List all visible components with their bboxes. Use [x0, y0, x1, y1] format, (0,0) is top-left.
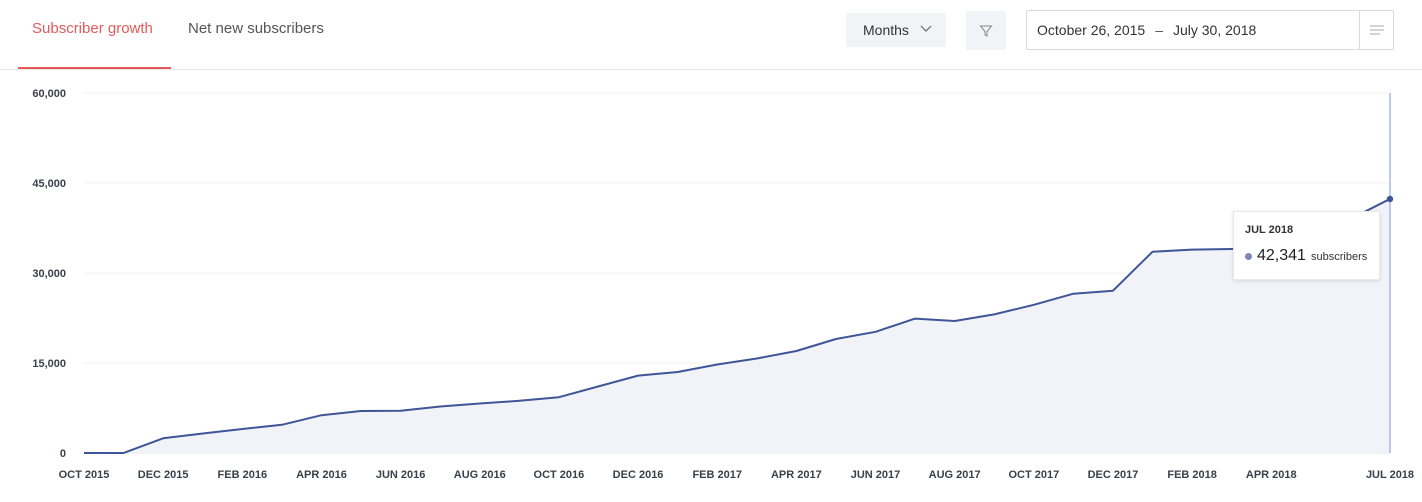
- highlighted-data-point[interactable]: [1386, 195, 1394, 203]
- x-tick-label: APR 2017: [771, 469, 822, 481]
- period-dropdown[interactable]: Months: [846, 13, 946, 47]
- period-dropdown-label: Months: [863, 22, 909, 38]
- subscriber-area-fill: [84, 198, 1390, 453]
- filter-icon: [979, 25, 993, 37]
- date-range-start[interactable]: October 26, 2015: [1037, 22, 1146, 38]
- x-tick-label: DEC 2017: [1088, 469, 1139, 481]
- subscriber-series-line: [84, 198, 1391, 454]
- x-tick-label: DEC 2016: [613, 469, 664, 481]
- x-tick-label: AUG 2016: [454, 469, 506, 481]
- y-tick-label: 30,000: [32, 268, 66, 280]
- tooltip-unit: subscribers: [1311, 251, 1368, 263]
- active-tab-underline: [18, 67, 171, 69]
- x-tick-label: APR 2018: [1246, 469, 1297, 481]
- chart-tooltip: JUL 2018 42,341 subscribers: [1233, 211, 1380, 280]
- x-tick-label: FEB 2016: [218, 469, 268, 481]
- top-bar: Subscriber growth Net new subscribers Mo…: [0, 0, 1422, 70]
- y-tick-label: 45,000: [32, 178, 66, 190]
- x-tick-label: AUG 2017: [929, 469, 981, 481]
- x-tick-label: OCT 2017: [1008, 469, 1059, 481]
- x-tick-label: FEB 2017: [692, 469, 742, 481]
- tooltip-title: JUL 2018: [1245, 224, 1294, 236]
- menu-lines-icon: [1369, 25, 1384, 35]
- filter-button[interactable]: [966, 11, 1006, 50]
- y-tick-label: 0: [60, 448, 66, 460]
- date-range-end[interactable]: July 30, 2018: [1172, 22, 1257, 38]
- x-tick-label: JUL 2018: [1366, 469, 1414, 481]
- x-tick-label: DEC 2015: [138, 469, 189, 481]
- date-range-separator: –: [1155, 22, 1163, 38]
- tooltip-value: 42,341: [1257, 247, 1306, 264]
- date-range-menu-button[interactable]: [1359, 11, 1393, 49]
- chart-points: [1386, 195, 1394, 203]
- x-tick-label: OCT 2016: [534, 469, 585, 481]
- subscriber-growth-chart: 0 15,000 30,000 45,000 60,000 OCT 2015 DEC 20…: [32, 88, 1414, 481]
- tooltip-series-dot: [1245, 253, 1252, 260]
- tab-net-new-subscribers[interactable]: Net new subscribers: [188, 20, 324, 37]
- x-tick-label: OCT 2015: [59, 469, 110, 481]
- chart-y-axis: 0 15,000 30,000 45,000 60,000: [32, 88, 66, 460]
- x-tick-label: APR 2016: [296, 469, 347, 481]
- x-tick-label: JUN 2017: [851, 469, 901, 481]
- chevron-down-icon: [920, 25, 932, 32]
- tab-subscriber-growth[interactable]: Subscriber growth: [32, 20, 153, 37]
- x-tick-label: JUN 2016: [376, 469, 426, 481]
- x-tick-label: FEB 2018: [1167, 469, 1217, 481]
- y-tick-label: 15,000: [32, 358, 66, 370]
- chart-x-axis: OCT 2015 DEC 2015 FEB 2016 APR 2016 JUN 2016…: [59, 469, 1414, 481]
- date-range-picker: October 26, 2015 – July 30, 2018: [1026, 10, 1394, 50]
- y-tick-label: 60,000: [32, 88, 66, 100]
